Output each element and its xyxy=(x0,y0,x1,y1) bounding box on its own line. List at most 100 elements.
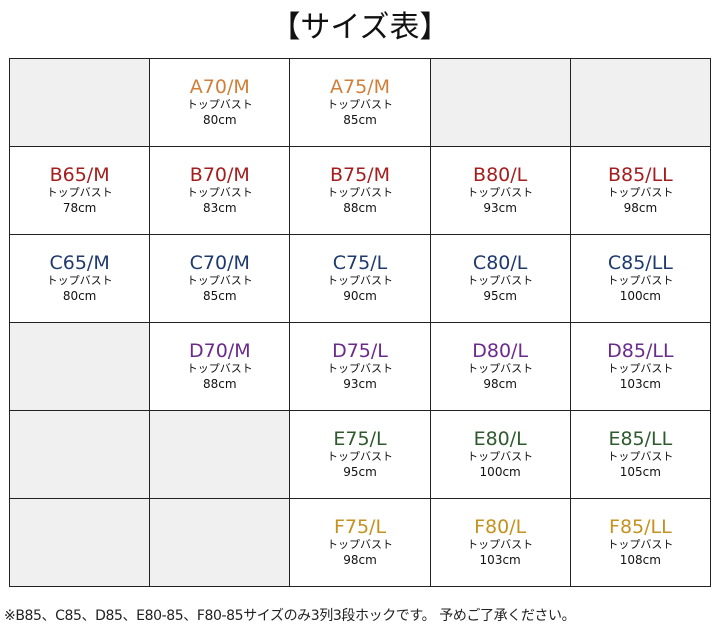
top-bust-value: 93cm xyxy=(483,201,517,215)
empty-cell xyxy=(429,58,571,147)
size-name: D75/L xyxy=(332,340,388,362)
empty-cell xyxy=(569,58,712,147)
size-name: C70/M xyxy=(189,252,250,274)
top-bust-label: トップバスト xyxy=(467,362,534,375)
empty-cell xyxy=(8,410,151,499)
size-name: B85/LL xyxy=(607,164,673,186)
table-row: F75/L トップバスト 98cm F80/L トップバスト 103cm F85/LL トップ… xyxy=(8,498,712,587)
top-bust-value: 80cm xyxy=(62,289,97,303)
top-bust-value: 98cm xyxy=(343,553,377,567)
size-name: C75/L xyxy=(332,252,388,274)
size-name: C85/LL xyxy=(607,252,673,274)
page-title: 【サイズ表】 xyxy=(270,10,450,45)
size-cell: C75/L トップバスト 90cm xyxy=(289,234,431,323)
size-cell: B80/L トップバスト 93cm xyxy=(429,146,571,235)
size-cell: E75/L トップバスト 95cm xyxy=(289,410,431,499)
size-name: B70/M xyxy=(189,164,250,186)
size-name: E85/LL xyxy=(608,428,673,450)
top-bust-label: トップバスト xyxy=(326,98,393,111)
size-cell: D75/L トップバスト 93cm xyxy=(289,322,431,411)
top-bust-value: 100cm xyxy=(619,289,661,303)
table-row: B65/M トップバスト 78cm B70/M トップバスト 83cm B75/M トップバス… xyxy=(8,146,712,235)
top-bust-value: 90cm xyxy=(343,289,377,303)
top-bust-value: 95cm xyxy=(483,289,517,303)
size-name: C65/M xyxy=(49,252,110,274)
top-bust-label: トップバスト xyxy=(326,362,393,375)
size-cell: B65/M トップバスト 78cm xyxy=(8,146,151,235)
top-bust-label: トップバスト xyxy=(186,362,253,375)
size-cell: A70/M トップバスト 80cm xyxy=(149,58,291,147)
top-bust-value: 85cm xyxy=(343,113,377,127)
size-cell: B75/M トップバスト 88cm xyxy=(289,146,431,235)
size-name: F85/LL xyxy=(609,516,672,538)
top-bust-label: トップバスト xyxy=(467,274,534,287)
size-name: C80/L xyxy=(472,252,528,274)
empty-cell xyxy=(149,410,291,499)
size-name: B65/M xyxy=(49,164,110,186)
size-name: B80/L xyxy=(473,164,528,186)
size-cell: A75/M トップバスト 85cm xyxy=(289,58,431,147)
empty-cell xyxy=(8,58,151,147)
top-bust-value: 80cm xyxy=(203,113,237,127)
empty-cell xyxy=(8,322,151,411)
size-cell: D70/M トップバスト 88cm xyxy=(149,322,291,411)
size-cell: F75/L トップバスト 98cm xyxy=(289,498,431,587)
top-bust-value: 85cm xyxy=(203,289,237,303)
top-bust-label: トップバスト xyxy=(607,274,674,287)
top-bust-label: トップバスト xyxy=(326,186,393,199)
size-table: A70/M トップバスト 80cm A75/M トップバスト 85cm B65/M トップバス… xyxy=(8,58,712,587)
top-bust-value: 100cm xyxy=(479,465,521,479)
top-bust-label: トップバスト xyxy=(326,538,393,551)
top-bust-label: トップバスト xyxy=(607,362,674,375)
table-row: D70/M トップバスト 88cm D75/L トップバスト 93cm D80/L トップバス… xyxy=(8,322,712,411)
size-cell: C85/LL トップバスト 100cm xyxy=(569,234,712,323)
top-bust-label: トップバスト xyxy=(326,450,393,463)
size-cell: E85/LL トップバスト 105cm xyxy=(569,410,712,499)
top-bust-label: トップバスト xyxy=(46,274,113,287)
size-name: E80/L xyxy=(473,428,527,450)
top-bust-label: トップバスト xyxy=(607,186,674,199)
size-name: B75/M xyxy=(329,164,390,186)
size-cell: D85/LL トップバスト 103cm xyxy=(569,322,712,411)
table-row: A70/M トップバスト 80cm A75/M トップバスト 85cm xyxy=(8,58,712,147)
size-cell: C80/L トップバスト 95cm xyxy=(429,234,571,323)
top-bust-label: トップバスト xyxy=(186,274,253,287)
size-name: F75/L xyxy=(333,516,387,538)
size-cell: B85/LL トップバスト 98cm xyxy=(569,146,712,235)
size-cell: E80/L トップバスト 100cm xyxy=(429,410,571,499)
footnote: ※B85、C85、D85、E80-85、F80-85サイズのみ3列3段ホックです… xyxy=(4,608,576,624)
size-cell: D80/L トップバスト 98cm xyxy=(429,322,571,411)
top-bust-value: 105cm xyxy=(619,465,661,479)
top-bust-value: 98cm xyxy=(623,201,658,215)
size-name: E75/L xyxy=(333,428,387,450)
top-bust-label: トップバスト xyxy=(326,274,393,287)
size-cell: C70/M トップバスト 85cm xyxy=(149,234,291,323)
top-bust-value: 88cm xyxy=(203,377,237,391)
top-bust-label: トップバスト xyxy=(607,450,674,463)
size-name: D80/L xyxy=(472,340,529,362)
top-bust-label: トップバスト xyxy=(607,538,674,551)
empty-cell xyxy=(149,498,291,587)
top-bust-label: トップバスト xyxy=(186,98,253,111)
top-bust-value: 103cm xyxy=(619,377,661,391)
empty-cell xyxy=(8,498,151,587)
top-bust-label: トップバスト xyxy=(46,186,113,199)
top-bust-label: トップバスト xyxy=(467,538,534,551)
size-name: D70/M xyxy=(188,340,251,362)
top-bust-value: 108cm xyxy=(619,553,661,567)
table-row: E75/L トップバスト 95cm E80/L トップバスト 100cm E85/LL トップ… xyxy=(8,410,712,499)
top-bust-value: 83cm xyxy=(203,201,237,215)
size-name: D85/LL xyxy=(607,340,674,362)
size-cell: F85/LL トップバスト 108cm xyxy=(569,498,712,587)
top-bust-value: 93cm xyxy=(343,377,377,391)
top-bust-value: 78cm xyxy=(62,201,97,215)
top-bust-value: 98cm xyxy=(483,377,517,391)
top-bust-value: 95cm xyxy=(343,465,377,479)
top-bust-value: 88cm xyxy=(343,201,377,215)
size-cell: C65/M トップバスト 80cm xyxy=(8,234,151,323)
top-bust-label: トップバスト xyxy=(467,186,534,199)
size-cell: B70/M トップバスト 83cm xyxy=(149,146,291,235)
table-row: C65/M トップバスト 80cm C70/M トップバスト 85cm C75/L トップバス… xyxy=(8,234,712,323)
size-name: A75/M xyxy=(330,76,390,98)
top-bust-label: トップバスト xyxy=(467,450,534,463)
